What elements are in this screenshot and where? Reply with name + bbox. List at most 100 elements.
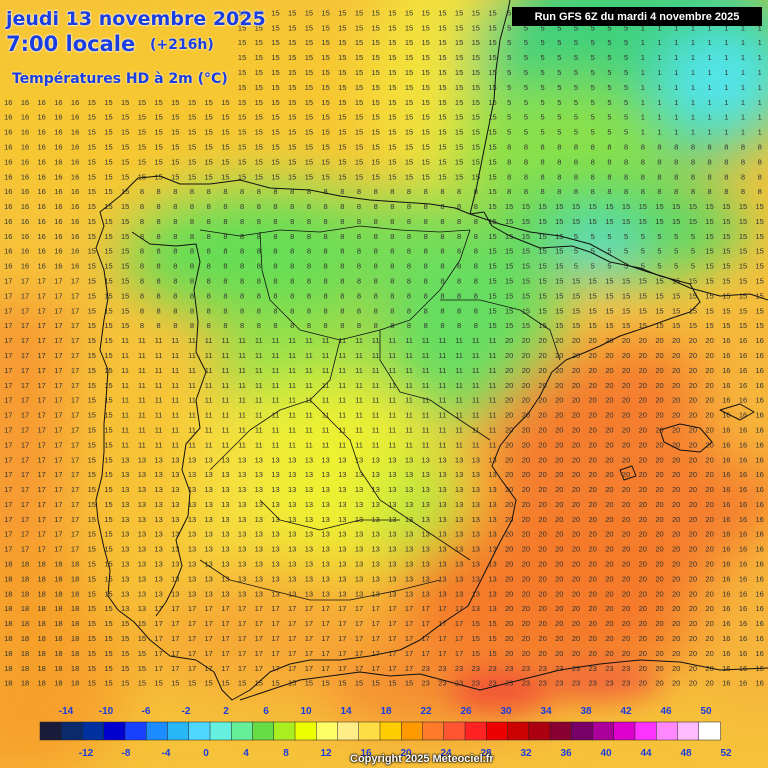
temperature-value: 16 xyxy=(756,649,764,658)
temperature-value: 8 xyxy=(207,217,211,226)
temperature-value: 23 xyxy=(472,664,480,673)
temperature-value: 15 xyxy=(104,664,112,673)
temperature-value: 15 xyxy=(472,128,480,137)
temperature-value: 13 xyxy=(154,545,162,554)
temperature-value: 16 xyxy=(71,217,79,226)
temperature-value: 15 xyxy=(121,649,129,658)
temperature-value: 13 xyxy=(205,470,213,479)
temperature-value: 5 xyxy=(507,68,511,77)
temperature-value: 15 xyxy=(88,381,96,390)
temperature-value: 16 xyxy=(21,187,29,196)
temperature-value: 20 xyxy=(555,619,563,628)
temperature-value: 11 xyxy=(322,426,330,435)
temperature-value: 13 xyxy=(188,485,196,494)
temperature-value: 15 xyxy=(321,143,329,152)
temperature-value: 11 xyxy=(405,381,413,390)
temperature-value: 13 xyxy=(171,589,179,598)
temperature-value: 13 xyxy=(305,589,313,598)
temperature-value: 20 xyxy=(655,634,663,643)
temperature-value: 1 xyxy=(657,128,661,137)
temperature-value: 20 xyxy=(705,574,713,583)
temperature-value: 13 xyxy=(455,515,463,524)
temperature-value: 5 xyxy=(607,38,611,47)
temperature-value: 8 xyxy=(207,202,211,211)
temperature-value: 5 xyxy=(541,68,545,77)
temperature-value: 13 xyxy=(221,574,229,583)
temperature-value: 1 xyxy=(641,68,645,77)
temperature-value: 15 xyxy=(104,247,112,256)
temperature-value: 8 xyxy=(591,143,595,152)
temperature-value: 8 xyxy=(190,202,194,211)
temperature-value: 13 xyxy=(455,574,463,583)
temperature-value: 13 xyxy=(205,574,213,583)
temperature-value: 20 xyxy=(589,604,597,613)
temperature-value: 16 xyxy=(756,604,764,613)
temperature-value: 1 xyxy=(741,83,745,92)
temperature-value: 15 xyxy=(338,143,346,152)
temperature-value: 20 xyxy=(672,366,680,375)
temperature-value: 13 xyxy=(255,470,263,479)
temperature-value: 5 xyxy=(524,38,528,47)
temperature-value: 15 xyxy=(321,8,329,17)
temperature-value: 13 xyxy=(321,455,329,464)
temperature-value: 5 xyxy=(524,53,528,62)
temperature-value: 8 xyxy=(541,187,545,196)
temperature-value: 18 xyxy=(71,649,79,658)
temperature-value: 13 xyxy=(188,515,196,524)
temperature-value: 11 xyxy=(472,396,480,405)
temperature-value-labels: 15 15 15 15 15 15 15 15 15 15 15 15 15 15 15 15 515 15 15 1… xyxy=(4,8,764,687)
temperature-value: 18 xyxy=(21,560,29,569)
temperature-value: 16 xyxy=(71,247,79,256)
temperature-value: 13 xyxy=(138,574,146,583)
temperature-value: 15 xyxy=(622,321,630,330)
temperature-value: 1 xyxy=(708,68,712,77)
temperature-value: 16 xyxy=(4,143,12,152)
temperature-value: 8 xyxy=(240,321,244,330)
temperature-value: 11 xyxy=(355,440,363,449)
temperature-value: 11 xyxy=(188,426,196,435)
temperature-value: 15 xyxy=(88,649,96,658)
temperature-value: 16 xyxy=(756,515,764,524)
legend-bottom-label: 40 xyxy=(600,748,612,759)
temperature-value: 15 xyxy=(722,277,730,286)
temperature-value: 11 xyxy=(388,381,396,390)
temperature-value: 11 xyxy=(338,336,346,345)
temperature-value: 11 xyxy=(138,351,146,360)
temperature-value: 20 xyxy=(572,500,580,509)
legend-swatch xyxy=(39,721,62,741)
legend-swatch xyxy=(486,721,509,741)
temperature-value: 20 xyxy=(522,649,530,658)
temperature-value: 8 xyxy=(607,172,611,181)
temperature-value: 13 xyxy=(355,455,363,464)
temperature-value: 20 xyxy=(555,530,563,539)
temperature-value: 8 xyxy=(374,262,378,271)
temperature-value: 16 xyxy=(722,366,730,375)
temperature-value: 15 xyxy=(88,277,96,286)
temperature-value: 20 xyxy=(522,634,530,643)
temperature-value: 15 xyxy=(88,634,96,643)
temperature-value: 17 xyxy=(54,381,62,390)
temperature-value: 17 xyxy=(221,619,229,628)
temperature-value: 18 xyxy=(4,649,12,658)
temperature-value: 11 xyxy=(238,336,246,345)
temperature-value: 20 xyxy=(655,545,663,554)
temperature-value: 17 xyxy=(405,619,413,628)
temperature-value: 1 xyxy=(741,38,745,47)
temperature-value: 16 xyxy=(4,202,12,211)
legend-top-label: -14 xyxy=(59,706,74,717)
temperature-value: 20 xyxy=(689,366,697,375)
temperature-value: 13 xyxy=(121,545,129,554)
temperature-value: 20 xyxy=(605,649,613,658)
temperature-value: 16 xyxy=(739,560,747,569)
temperature-value: 8 xyxy=(457,321,461,330)
temperature-value: 15 xyxy=(138,649,146,658)
temperature-value: 5 xyxy=(574,262,578,271)
temperature-value: 20 xyxy=(672,336,680,345)
temperature-value: 11 xyxy=(188,440,196,449)
temperature-value: 11 xyxy=(272,440,280,449)
temperature-value: 17 xyxy=(71,351,79,360)
temperature-value: 15 xyxy=(388,98,396,107)
temperature-value: 11 xyxy=(355,411,363,420)
forecast-lead-time: (+216h) xyxy=(150,37,214,53)
temperature-value: 8 xyxy=(457,247,461,256)
